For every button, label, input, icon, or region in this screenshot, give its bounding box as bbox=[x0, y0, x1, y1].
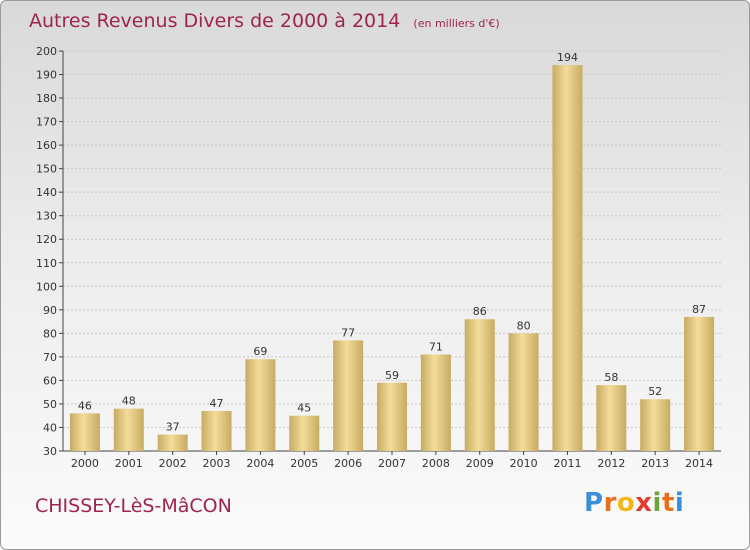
bar bbox=[377, 382, 407, 451]
y-tick-label: 180 bbox=[36, 92, 57, 105]
y-tick-label: 80 bbox=[43, 327, 57, 340]
x-tick-label: 2014 bbox=[685, 457, 713, 470]
x-tick-label: 2001 bbox=[115, 457, 143, 470]
bar bbox=[157, 434, 188, 451]
logo-letter: r bbox=[603, 488, 617, 518]
x-tick-label: 2003 bbox=[203, 457, 231, 470]
y-tick-label: 40 bbox=[43, 421, 57, 434]
x-tick-label: 2010 bbox=[510, 457, 538, 470]
data-label: 58 bbox=[604, 371, 618, 384]
logo-letter: t bbox=[661, 488, 675, 518]
x-tick-label: 2004 bbox=[246, 457, 274, 470]
bar bbox=[245, 359, 276, 451]
y-tick-label: 100 bbox=[36, 280, 57, 293]
y-tick-label: 140 bbox=[36, 186, 57, 199]
data-label: 194 bbox=[557, 51, 578, 64]
logo-letter: i bbox=[674, 488, 685, 518]
data-label: 45 bbox=[297, 402, 311, 415]
bar bbox=[333, 340, 364, 451]
data-label: 52 bbox=[648, 385, 662, 398]
proxiti-logo: Proxiti bbox=[584, 488, 684, 518]
data-label: 59 bbox=[385, 369, 399, 382]
bar bbox=[69, 413, 100, 451]
y-tick-label: 130 bbox=[36, 210, 57, 223]
logo-letter: o bbox=[616, 488, 636, 518]
logo-letter: i bbox=[652, 488, 662, 518]
x-tick-label: 2000 bbox=[71, 457, 99, 470]
commune-name: CHISSEY-LèS-MâCON bbox=[35, 495, 232, 517]
x-tick-label: 2006 bbox=[334, 457, 362, 470]
y-tick-label: 120 bbox=[36, 233, 57, 246]
data-label: 86 bbox=[473, 305, 487, 318]
y-tick-label: 160 bbox=[36, 139, 57, 152]
data-label: 47 bbox=[210, 397, 224, 410]
data-label: 46 bbox=[78, 399, 92, 412]
bar bbox=[113, 408, 144, 451]
chart-title-text: Autres Revenus Divers de 2000 à 2014 bbox=[29, 10, 401, 32]
y-tick-label: 150 bbox=[36, 163, 57, 176]
bar bbox=[464, 319, 495, 451]
chart-title: Autres Revenus Divers de 2000 à 2014 (en… bbox=[29, 10, 500, 32]
y-tick-label: 70 bbox=[43, 351, 57, 364]
x-tick-label: 2007 bbox=[378, 457, 406, 470]
bar bbox=[640, 399, 671, 451]
bar bbox=[508, 333, 539, 451]
bar bbox=[552, 65, 583, 451]
logo-letter: x bbox=[635, 488, 653, 518]
x-tick-label: 2008 bbox=[422, 457, 450, 470]
data-label: 77 bbox=[341, 326, 355, 339]
chart-unit-label: (en milliers d'€) bbox=[413, 17, 500, 30]
data-label: 48 bbox=[122, 395, 136, 408]
data-label: 71 bbox=[429, 341, 443, 354]
y-tick-label: 200 bbox=[36, 45, 57, 58]
y-tick-label: 50 bbox=[43, 398, 57, 411]
x-tick-label: 2005 bbox=[290, 457, 318, 470]
x-tick-label: 2012 bbox=[597, 457, 625, 470]
data-label: 87 bbox=[692, 303, 706, 316]
x-tick-label: 2002 bbox=[159, 457, 187, 470]
y-tick-label: 90 bbox=[43, 304, 57, 317]
x-tick-label: 2009 bbox=[466, 457, 494, 470]
y-tick-label: 110 bbox=[36, 257, 57, 270]
x-tick-label: 2013 bbox=[641, 457, 669, 470]
x-tick-label: 2011 bbox=[553, 457, 581, 470]
bar bbox=[596, 385, 627, 451]
logo-letter: P bbox=[584, 488, 604, 518]
y-tick-label: 190 bbox=[36, 69, 57, 82]
data-label: 69 bbox=[253, 345, 267, 358]
bar bbox=[420, 354, 451, 451]
y-tick-label: 30 bbox=[43, 445, 57, 458]
bar bbox=[201, 411, 232, 451]
y-tick-label: 60 bbox=[43, 374, 57, 387]
y-tick-label: 170 bbox=[36, 116, 57, 129]
bar bbox=[684, 316, 715, 451]
bar bbox=[289, 415, 320, 451]
data-label: 80 bbox=[517, 319, 531, 332]
data-label: 37 bbox=[166, 421, 180, 434]
